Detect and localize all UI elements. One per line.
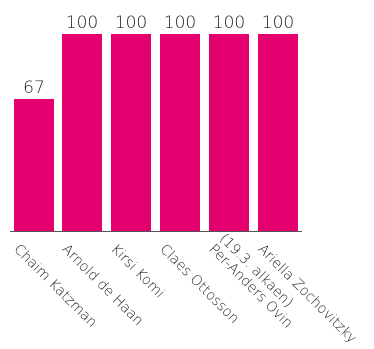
value-label-4: 100 xyxy=(213,13,245,33)
value-label-3: 100 xyxy=(164,13,196,33)
category-label-0: Chaim Katzman xyxy=(10,241,100,331)
value-labels-layer: 67 100 100 100 100 100 xyxy=(23,13,294,98)
bar-1 xyxy=(62,34,102,231)
value-label-1: 100 xyxy=(66,13,98,33)
bar-0 xyxy=(14,99,54,231)
value-label-5: 100 xyxy=(262,13,294,33)
bar-5 xyxy=(258,34,298,231)
bar-3 xyxy=(160,34,200,231)
value-label-2: 100 xyxy=(115,13,147,33)
bars-layer xyxy=(14,34,298,231)
category-label-0-line-0: Chaim Katzman xyxy=(10,241,100,331)
bar-2 xyxy=(111,34,151,231)
bar-4 xyxy=(209,34,249,231)
value-label-0: 67 xyxy=(23,78,45,98)
